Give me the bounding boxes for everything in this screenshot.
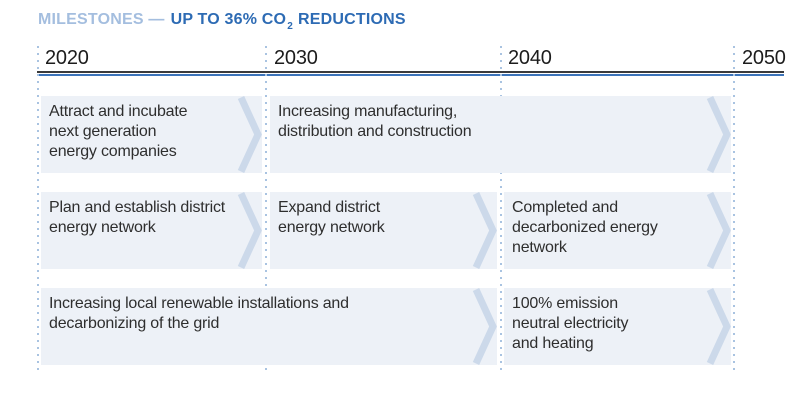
title-prefix: MILESTONES — bbox=[38, 11, 165, 28]
milestone-text: Completed and decarbonized energy networ… bbox=[512, 199, 658, 256]
milestone-bar-plan-district-energy: Plan and establish district energy netwo… bbox=[41, 192, 262, 269]
chevron-icon bbox=[472, 192, 497, 269]
milestone-text: Increasing local renewable installations… bbox=[49, 295, 349, 332]
milestone-bar-manufacturing: Increasing manufacturing, distribution a… bbox=[270, 96, 731, 173]
chevron-icon bbox=[706, 288, 731, 365]
milestone-text: Increasing manufacturing, distribution a… bbox=[278, 103, 472, 140]
chevron-icon bbox=[472, 288, 497, 365]
gridline-2050 bbox=[733, 46, 735, 372]
year-label-2040: 2040 bbox=[508, 47, 552, 69]
title-main-post: REDUCTIONS bbox=[297, 11, 406, 28]
year-label-2050: 2050 bbox=[742, 47, 786, 69]
milestone-bar-expand-district-energy: Expand district energy network bbox=[270, 192, 497, 269]
milestone-bar-attract-incubate: Attract and incubate next generation ene… bbox=[41, 96, 262, 173]
chevron-icon bbox=[706, 96, 731, 173]
chevron-icon bbox=[237, 192, 262, 269]
title-main: UP TO 36% CO2 REDUCTIONS bbox=[170, 11, 406, 32]
axis-line-blue bbox=[37, 74, 784, 76]
gridline-2030 bbox=[265, 46, 267, 372]
year-label-2020: 2020 bbox=[45, 47, 89, 69]
axis-line-dark bbox=[37, 71, 784, 73]
milestone-text: Plan and establish district energy netwo… bbox=[49, 199, 226, 236]
co2-subscript: 2 bbox=[287, 21, 293, 33]
milestone-bar-emission-neutral: 100% emission neutral electricity and he… bbox=[504, 288, 731, 365]
title-main-pre: UP TO 36% CO bbox=[170, 11, 287, 28]
milestone-text: 100% emission neutral electricity and he… bbox=[512, 295, 629, 352]
milestone-text: Expand district energy network bbox=[278, 199, 385, 236]
milestone-bar-completed-network: Completed and decarbonized energy networ… bbox=[504, 192, 731, 269]
milestone-bar-renewable-installations: Increasing local renewable installations… bbox=[41, 288, 497, 365]
year-label-2030: 2030 bbox=[274, 47, 318, 69]
chevron-icon bbox=[237, 96, 262, 173]
milestone-text: Attract and incubate next generation ene… bbox=[49, 103, 188, 160]
gridline-2020 bbox=[37, 46, 39, 372]
chevron-icon bbox=[706, 192, 731, 269]
page-title: MILESTONES — UP TO 36% CO2 REDUCTIONS bbox=[38, 11, 406, 32]
gridline-2040 bbox=[500, 46, 502, 372]
